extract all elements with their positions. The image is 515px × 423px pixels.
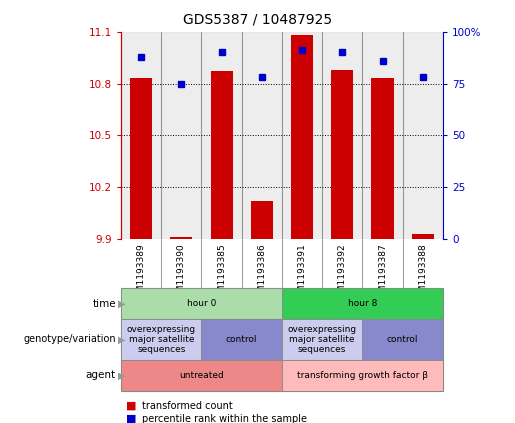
Bar <box>282 319 363 360</box>
Bar <box>363 319 443 360</box>
Bar <box>363 32 403 239</box>
Text: GSM1193386: GSM1193386 <box>258 243 266 304</box>
Bar <box>282 360 443 391</box>
Bar <box>201 32 242 239</box>
Bar <box>403 32 443 239</box>
Bar <box>121 32 161 239</box>
Text: GSM1193385: GSM1193385 <box>217 243 226 304</box>
Bar <box>170 237 193 239</box>
Text: ■: ■ <box>126 401 136 411</box>
Text: transforming growth factor β: transforming growth factor β <box>297 371 428 380</box>
Bar <box>251 201 273 239</box>
Bar <box>371 78 393 239</box>
Bar <box>282 32 322 239</box>
Text: GSM1193392: GSM1193392 <box>338 243 347 304</box>
Bar <box>211 71 233 239</box>
Text: GSM1193389: GSM1193389 <box>136 243 146 304</box>
Text: transformed count: transformed count <box>142 401 232 411</box>
Bar <box>282 288 443 319</box>
Text: GSM1193387: GSM1193387 <box>378 243 387 304</box>
Bar <box>130 78 152 239</box>
Text: overexpressing
major satellite
sequences: overexpressing major satellite sequences <box>127 324 196 354</box>
Text: agent: agent <box>86 371 116 380</box>
Bar <box>121 360 282 391</box>
Text: control: control <box>387 335 418 344</box>
Bar <box>322 32 363 239</box>
Text: ▶: ▶ <box>118 371 126 380</box>
Text: ▶: ▶ <box>118 299 126 308</box>
Text: untreated: untreated <box>179 371 224 380</box>
Bar <box>291 35 313 239</box>
Bar <box>161 32 201 239</box>
Text: time: time <box>92 299 116 308</box>
Bar <box>411 234 434 239</box>
Text: ■: ■ <box>126 414 136 423</box>
Text: GSM1193390: GSM1193390 <box>177 243 186 304</box>
Bar <box>242 32 282 239</box>
Text: overexpressing
major satellite
sequences: overexpressing major satellite sequences <box>288 324 357 354</box>
Text: percentile rank within the sample: percentile rank within the sample <box>142 414 306 423</box>
Text: GSM1193391: GSM1193391 <box>298 243 306 304</box>
Bar <box>121 288 282 319</box>
Text: hour 0: hour 0 <box>187 299 216 308</box>
Text: GDS5387 / 10487925: GDS5387 / 10487925 <box>183 13 332 27</box>
Bar <box>121 319 201 360</box>
Text: hour 8: hour 8 <box>348 299 377 308</box>
Text: genotype/variation: genotype/variation <box>23 335 116 344</box>
Bar <box>201 319 282 360</box>
Bar <box>331 70 353 239</box>
Text: control: control <box>226 335 258 344</box>
Text: ▶: ▶ <box>118 335 126 344</box>
Text: GSM1193388: GSM1193388 <box>418 243 427 304</box>
